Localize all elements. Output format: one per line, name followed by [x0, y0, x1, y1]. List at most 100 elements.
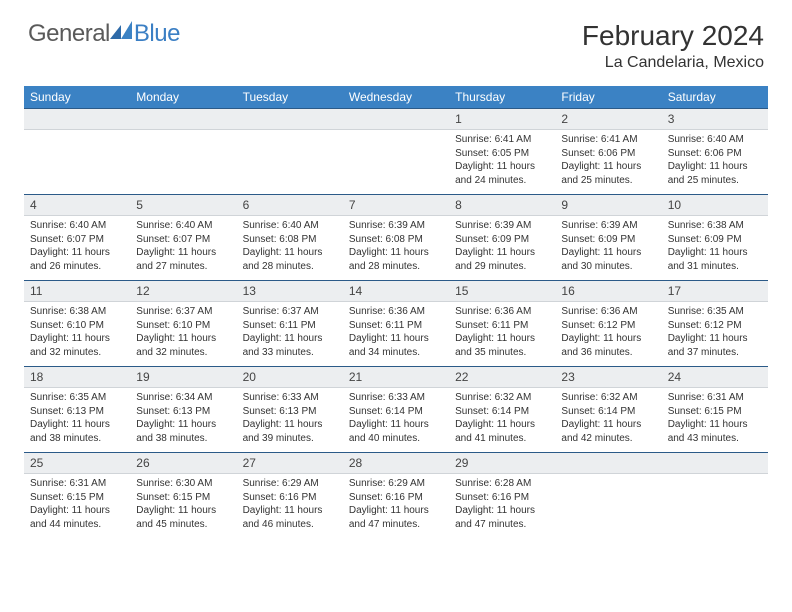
day-content: Sunrise: 6:41 AMSunset: 6:06 PMDaylight:…	[555, 130, 661, 191]
calendar-cell-empty	[555, 452, 661, 538]
logo-text-general: General	[28, 20, 110, 48]
day-number	[130, 108, 236, 130]
daylight-line: Daylight: 11 hours and 34 minutes.	[349, 332, 443, 359]
sunrise-line: Sunrise: 6:39 AM	[455, 219, 549, 233]
day-content: Sunrise: 6:29 AMSunset: 6:16 PMDaylight:…	[237, 474, 343, 535]
sunrise-line: Sunrise: 6:31 AM	[668, 391, 762, 405]
daylight-line: Daylight: 11 hours and 39 minutes.	[243, 418, 337, 445]
day-content: Sunrise: 6:36 AMSunset: 6:12 PMDaylight:…	[555, 302, 661, 363]
calendar-cell: 29Sunrise: 6:28 AMSunset: 6:16 PMDayligh…	[449, 452, 555, 538]
calendar-cell: 17Sunrise: 6:35 AMSunset: 6:12 PMDayligh…	[662, 280, 768, 366]
day-number: 15	[449, 280, 555, 302]
sunset-line: Sunset: 6:05 PM	[455, 147, 549, 161]
day-number: 28	[343, 452, 449, 474]
day-number: 21	[343, 366, 449, 388]
day-content: Sunrise: 6:40 AMSunset: 6:06 PMDaylight:…	[662, 130, 768, 191]
sunrise-line: Sunrise: 6:35 AM	[30, 391, 124, 405]
calendar-cell: 5Sunrise: 6:40 AMSunset: 6:07 PMDaylight…	[130, 194, 236, 280]
day-number: 7	[343, 194, 449, 216]
day-number: 1	[449, 108, 555, 130]
day-content: Sunrise: 6:35 AMSunset: 6:13 PMDaylight:…	[24, 388, 130, 449]
day-content	[24, 130, 130, 137]
calendar-cell: 25Sunrise: 6:31 AMSunset: 6:15 PMDayligh…	[24, 452, 130, 538]
calendar-week-row: 11Sunrise: 6:38 AMSunset: 6:10 PMDayligh…	[24, 280, 768, 366]
day-number: 5	[130, 194, 236, 216]
day-number: 16	[555, 280, 661, 302]
daylight-line: Daylight: 11 hours and 33 minutes.	[243, 332, 337, 359]
calendar-week-row: 1 Sunrise: 6:41 AM Sunset: 6:05 PMDaylight…	[24, 108, 768, 194]
sunset-line: Sunset: 6:11 PM	[243, 319, 337, 333]
sunrise-line: Sunrise: 6:34 AM	[136, 391, 230, 405]
sunset-line: Sunset: 6:09 PM	[455, 233, 549, 247]
calendar-cell: 13Sunrise: 6:37 AMSunset: 6:11 PMDayligh…	[237, 280, 343, 366]
day-content: Sunrise: 6:32 AMSunset: 6:14 PMDaylight:…	[449, 388, 555, 449]
calendar-cell: 19Sunrise: 6:34 AMSunset: 6:13 PMDayligh…	[130, 366, 236, 452]
daylight-line: Daylight: 11 hours and 24 minutes.	[455, 160, 549, 187]
sunset-line: Sunset: 6:08 PM	[349, 233, 443, 247]
daylight-line: Daylight: 11 hours and 42 minutes.	[561, 418, 655, 445]
day-content	[237, 130, 343, 137]
sunset-line: Sunset: 6:07 PM	[30, 233, 124, 247]
daylight-line: Daylight: 11 hours and 37 minutes.	[668, 332, 762, 359]
weekday-header: Saturday	[662, 86, 768, 108]
logo-text-blue: Blue	[134, 20, 180, 48]
sunset-line: Sunset: 6:14 PM	[349, 405, 443, 419]
day-number: 3	[662, 108, 768, 130]
sunrise-line: Sunrise: 6:41 AM	[561, 133, 655, 147]
calendar-cell-empty	[343, 108, 449, 194]
sunrise-line: Sunrise: 6:40 AM	[30, 219, 124, 233]
sunset-line: Sunset: 6:13 PM	[30, 405, 124, 419]
day-number: 4	[24, 194, 130, 216]
calendar-cell: 22Sunrise: 6:32 AMSunset: 6:14 PMDayligh…	[449, 366, 555, 452]
day-content: Sunrise: 6:40 AMSunset: 6:07 PMDaylight:…	[130, 216, 236, 277]
day-number: 22	[449, 366, 555, 388]
day-number: 9	[555, 194, 661, 216]
logo: General Blue	[28, 20, 180, 48]
weekday-header: Tuesday	[237, 86, 343, 108]
sunset-line: Sunset: 6:06 PM	[561, 147, 655, 161]
sunset-line: Sunset: 6:06 PM	[668, 147, 762, 161]
sunrise-line: Sunrise: 6:39 AM	[349, 219, 443, 233]
daylight-line: Daylight: 11 hours and 26 minutes.	[30, 246, 124, 273]
day-content: Sunrise: 6:36 AMSunset: 6:11 PMDaylight:…	[449, 302, 555, 363]
sunrise-line: Sunrise: 6:31 AM	[30, 477, 124, 491]
daylight-line: Daylight: 11 hours and 45 minutes.	[136, 504, 230, 531]
calendar-cell: 3Sunrise: 6:40 AMSunset: 6:06 PMDaylight…	[662, 108, 768, 194]
day-number: 2	[555, 108, 661, 130]
day-content: Sunrise: 6:29 AMSunset: 6:16 PMDaylight:…	[343, 474, 449, 535]
sunrise-line: Sunrise: 6:38 AM	[30, 305, 124, 319]
calendar-cell-empty	[24, 108, 130, 194]
daylight-line: Daylight: 11 hours and 28 minutes.	[243, 246, 337, 273]
logo-mark-icon	[110, 21, 132, 39]
day-number: 12	[130, 280, 236, 302]
sunrise-line: Sunrise: 6:40 AM	[136, 219, 230, 233]
header: General Blue February 2024 La Candelaria…	[0, 0, 792, 78]
sunrise-line: Sunrise: 6:32 AM	[561, 391, 655, 405]
calendar-week-row: 4Sunrise: 6:40 AMSunset: 6:07 PMDaylight…	[24, 194, 768, 280]
day-number: 14	[343, 280, 449, 302]
sunrise-line: Sunrise: 6:36 AM	[349, 305, 443, 319]
calendar-cell: 8Sunrise: 6:39 AMSunset: 6:09 PMDaylight…	[449, 194, 555, 280]
sunset-line: Sunset: 6:16 PM	[349, 491, 443, 505]
daylight-line: Daylight: 11 hours and 32 minutes.	[136, 332, 230, 359]
location-subtitle: La Candelaria, Mexico	[582, 54, 764, 72]
sunrise-line: Sunrise: 6:39 AM	[561, 219, 655, 233]
sunset-line: Sunset: 6:11 PM	[455, 319, 549, 333]
sunset-line: Sunset: 6:15 PM	[30, 491, 124, 505]
day-content: Sunrise: 6:37 AMSunset: 6:10 PMDaylight:…	[130, 302, 236, 363]
daylight-line: Daylight: 11 hours and 40 minutes.	[349, 418, 443, 445]
sunset-line: Sunset: 6:14 PM	[455, 405, 549, 419]
sunrise-line: Sunrise: 6:29 AM	[349, 477, 443, 491]
day-content	[343, 130, 449, 137]
calendar-cell-empty	[130, 108, 236, 194]
day-content: Sunrise: 6:39 AMSunset: 6:09 PMDaylight:…	[449, 216, 555, 277]
sunset-line: Sunset: 6:15 PM	[668, 405, 762, 419]
calendar-cell: 11Sunrise: 6:38 AMSunset: 6:10 PMDayligh…	[24, 280, 130, 366]
calendar-cell: 26Sunrise: 6:30 AMSunset: 6:15 PMDayligh…	[130, 452, 236, 538]
day-content	[130, 130, 236, 137]
day-number: 29	[449, 452, 555, 474]
day-content	[555, 474, 661, 481]
day-content: Sunrise: 6:31 AMSunset: 6:15 PMDaylight:…	[24, 474, 130, 535]
day-content: Sunrise: 6:35 AMSunset: 6:12 PMDaylight:…	[662, 302, 768, 363]
day-number	[343, 108, 449, 130]
